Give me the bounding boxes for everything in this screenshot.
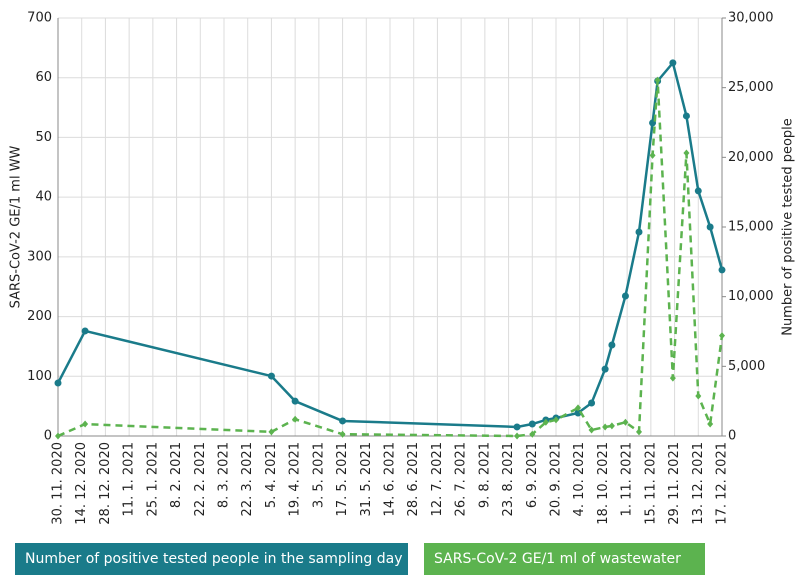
marker bbox=[81, 327, 89, 335]
marker bbox=[82, 420, 89, 428]
x-tick-label: 31. 5. 2021 bbox=[359, 442, 374, 516]
marker bbox=[513, 423, 521, 431]
y-tick-label: 60 bbox=[35, 70, 52, 85]
x-tick-label: 14. 6. 2021 bbox=[383, 442, 398, 516]
marker bbox=[649, 151, 656, 159]
marker bbox=[528, 420, 536, 428]
legend-box bbox=[424, 543, 705, 575]
marker bbox=[542, 418, 549, 426]
x-tick-label: 11. 1. 2021 bbox=[122, 442, 137, 516]
marker bbox=[514, 432, 521, 440]
legend-label: SARS-CoV-2 GE/1 ml of wastewater bbox=[434, 551, 681, 567]
marker bbox=[553, 416, 559, 424]
series-line bbox=[57, 80, 724, 438]
x-tick-label: 19. 4. 2021 bbox=[288, 442, 303, 516]
x-tick-label: 13. 12. 2021 bbox=[691, 442, 706, 525]
x-tick-label: 20. 9. 2021 bbox=[549, 442, 564, 516]
x-tick-label: 17. 5. 2021 bbox=[335, 442, 350, 516]
x-tick-label: 3. 5. 2021 bbox=[311, 442, 326, 508]
y-tick-label: 50 bbox=[35, 130, 52, 145]
y2-tick-label: 20,000 bbox=[728, 150, 774, 165]
x-tick-label: 17. 12. 2021 bbox=[715, 442, 730, 525]
x-tick-label: 8. 3. 2021 bbox=[217, 442, 232, 508]
marker bbox=[602, 423, 609, 431]
y2-tick-label: 10,000 bbox=[728, 289, 774, 304]
y-tick-label: 200 bbox=[27, 309, 52, 324]
x-tick-label: 9. 8. 2021 bbox=[477, 442, 492, 508]
marker bbox=[682, 112, 690, 120]
y-axis-title: SARS-CoV-2 GE/1 ml WW bbox=[9, 145, 24, 308]
x-tick-label: 22. 3. 2021 bbox=[240, 442, 255, 516]
x-tick-label: 18. 10. 2021 bbox=[596, 442, 611, 525]
x-tick-label: 6. 9. 2021 bbox=[525, 442, 540, 508]
x-tick-label: 29. 11. 2021 bbox=[667, 442, 682, 525]
marker bbox=[268, 428, 275, 436]
marker bbox=[683, 149, 690, 157]
x-tick-label: 8. 2. 2021 bbox=[169, 442, 184, 508]
marker bbox=[55, 432, 61, 440]
marker bbox=[267, 372, 275, 380]
y2-tick-label: 0 bbox=[728, 429, 736, 444]
x-tick-label: 4. 10. 2021 bbox=[572, 442, 587, 516]
marker bbox=[695, 392, 702, 400]
legend-item: SARS-CoV-2 GE/1 ml of wastewater bbox=[424, 543, 705, 575]
y2-tick-label: 30,000 bbox=[728, 11, 774, 26]
marker bbox=[588, 399, 596, 407]
x-tick-label: 28. 12. 2020 bbox=[98, 442, 113, 525]
marker bbox=[588, 426, 595, 434]
marker bbox=[608, 341, 616, 349]
x-tick-label: 30. 11. 2020 bbox=[51, 442, 66, 525]
y2-tick-label: 15,000 bbox=[728, 220, 774, 235]
x-tick-label: 14. 12. 2020 bbox=[74, 442, 89, 525]
marker bbox=[291, 397, 299, 405]
marker bbox=[718, 266, 726, 274]
marker bbox=[574, 409, 582, 417]
y-tick-label: 100 bbox=[27, 369, 52, 384]
y-tick-label: 0 bbox=[44, 429, 52, 444]
marker bbox=[339, 417, 347, 425]
x-tick-label: 26. 7. 2021 bbox=[454, 442, 469, 516]
y-tick-label: 40 bbox=[35, 190, 52, 205]
marker bbox=[622, 418, 629, 426]
marker bbox=[621, 292, 629, 300]
y-tick-label: 300 bbox=[27, 249, 52, 264]
y2-tick-label: 5,000 bbox=[728, 359, 765, 374]
y2-tick-label: 25,000 bbox=[728, 80, 774, 95]
marker bbox=[669, 59, 677, 67]
marker bbox=[654, 76, 661, 84]
x-tick-label: 1. 11. 2021 bbox=[620, 442, 635, 516]
marker bbox=[529, 430, 536, 438]
marker bbox=[575, 404, 582, 412]
marker bbox=[292, 415, 299, 423]
x-tick-label: 5. 4. 2021 bbox=[264, 442, 279, 508]
y-tick-label: 700 bbox=[27, 11, 52, 26]
marker bbox=[54, 379, 62, 387]
marker bbox=[694, 187, 702, 195]
marker bbox=[706, 223, 714, 231]
x-tick-label: 15. 11. 2021 bbox=[643, 442, 658, 525]
marker bbox=[635, 228, 643, 236]
legend-item: Number of positive tested people in the … bbox=[15, 543, 408, 575]
marker bbox=[669, 374, 676, 382]
y2-axis-title: Number of positive tested people bbox=[781, 118, 796, 336]
marker bbox=[601, 365, 609, 373]
legend-box bbox=[15, 543, 408, 575]
x-tick-label: 22. 2. 2021 bbox=[193, 442, 208, 516]
x-tick-label: 12. 7. 2021 bbox=[430, 442, 445, 516]
marker bbox=[707, 420, 714, 428]
marker bbox=[636, 428, 642, 436]
x-tick-label: 25. 1. 2021 bbox=[145, 442, 160, 516]
marker bbox=[608, 422, 615, 430]
x-tick-label: 23. 8. 2021 bbox=[501, 442, 516, 516]
legend-label: Number of positive tested people in the … bbox=[25, 551, 403, 567]
marker bbox=[719, 332, 725, 340]
marker bbox=[339, 430, 346, 438]
series-line bbox=[56, 60, 724, 429]
x-tick-label: 28. 6. 2021 bbox=[406, 442, 421, 516]
